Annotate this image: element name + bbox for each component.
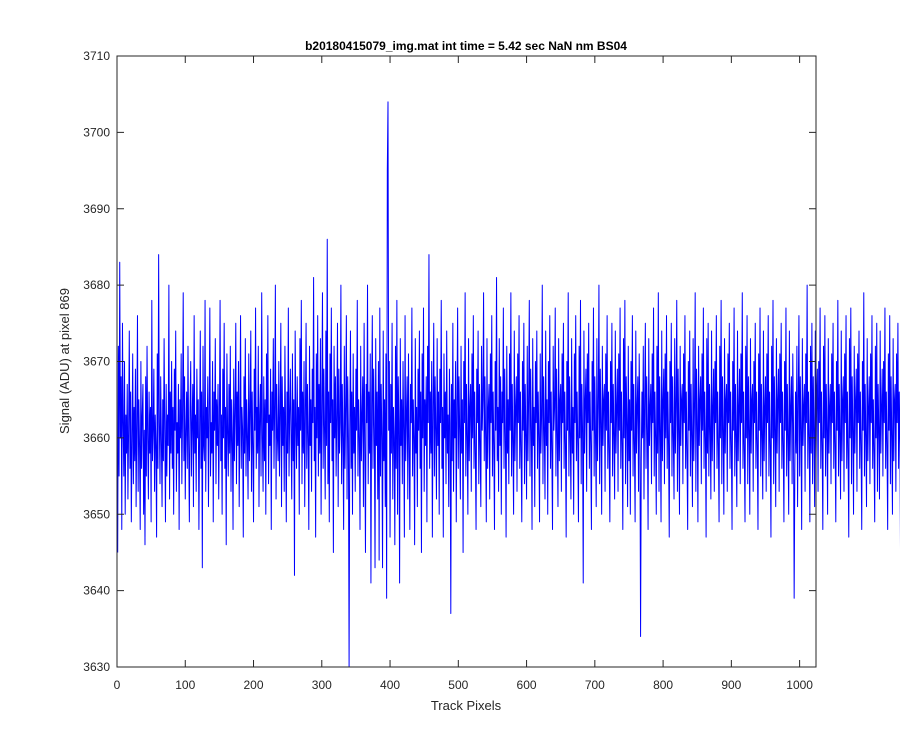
y-tick-label: 3700 [83,125,110,139]
y-tick-label: 3660 [83,431,110,445]
y-tick-label: 3710 [83,49,110,63]
y-tick-label: 3680 [83,278,110,292]
x-tick-label: 500 [448,678,468,692]
x-tick-label: 900 [721,678,741,692]
series-layer [117,101,900,668]
y-tick-label: 3670 [83,355,110,369]
x-tick-label: 700 [585,678,605,692]
y-tick-label: 3650 [83,507,110,521]
y-tick-label: 3640 [83,584,110,598]
plot-area [117,56,816,667]
x-tick-label: 600 [517,678,537,692]
x-tick-label: 300 [312,678,332,692]
x-tick-label: 0 [114,678,121,692]
y-tick-label: 3690 [83,202,110,216]
x-tick-label: 400 [380,678,400,692]
chart-title: b20180415079_img.mat int time = 5.42 sec… [305,39,627,53]
x-tick-label: 200 [244,678,264,692]
y-axis-label: Signal (ADU) at pixel 869 [57,288,72,434]
x-tick-label: 800 [653,678,673,692]
axes-layer: 0 100 200 300 400 500 600 700 800 900 1000 3630 3640… [83,49,817,692]
y-tick-label: 3630 [83,660,110,674]
x-axis-label: Track Pixels [431,698,502,713]
x-tick-label: 1000 [786,678,813,692]
series-line-0 [117,101,900,668]
x-tick-label: 100 [175,678,195,692]
